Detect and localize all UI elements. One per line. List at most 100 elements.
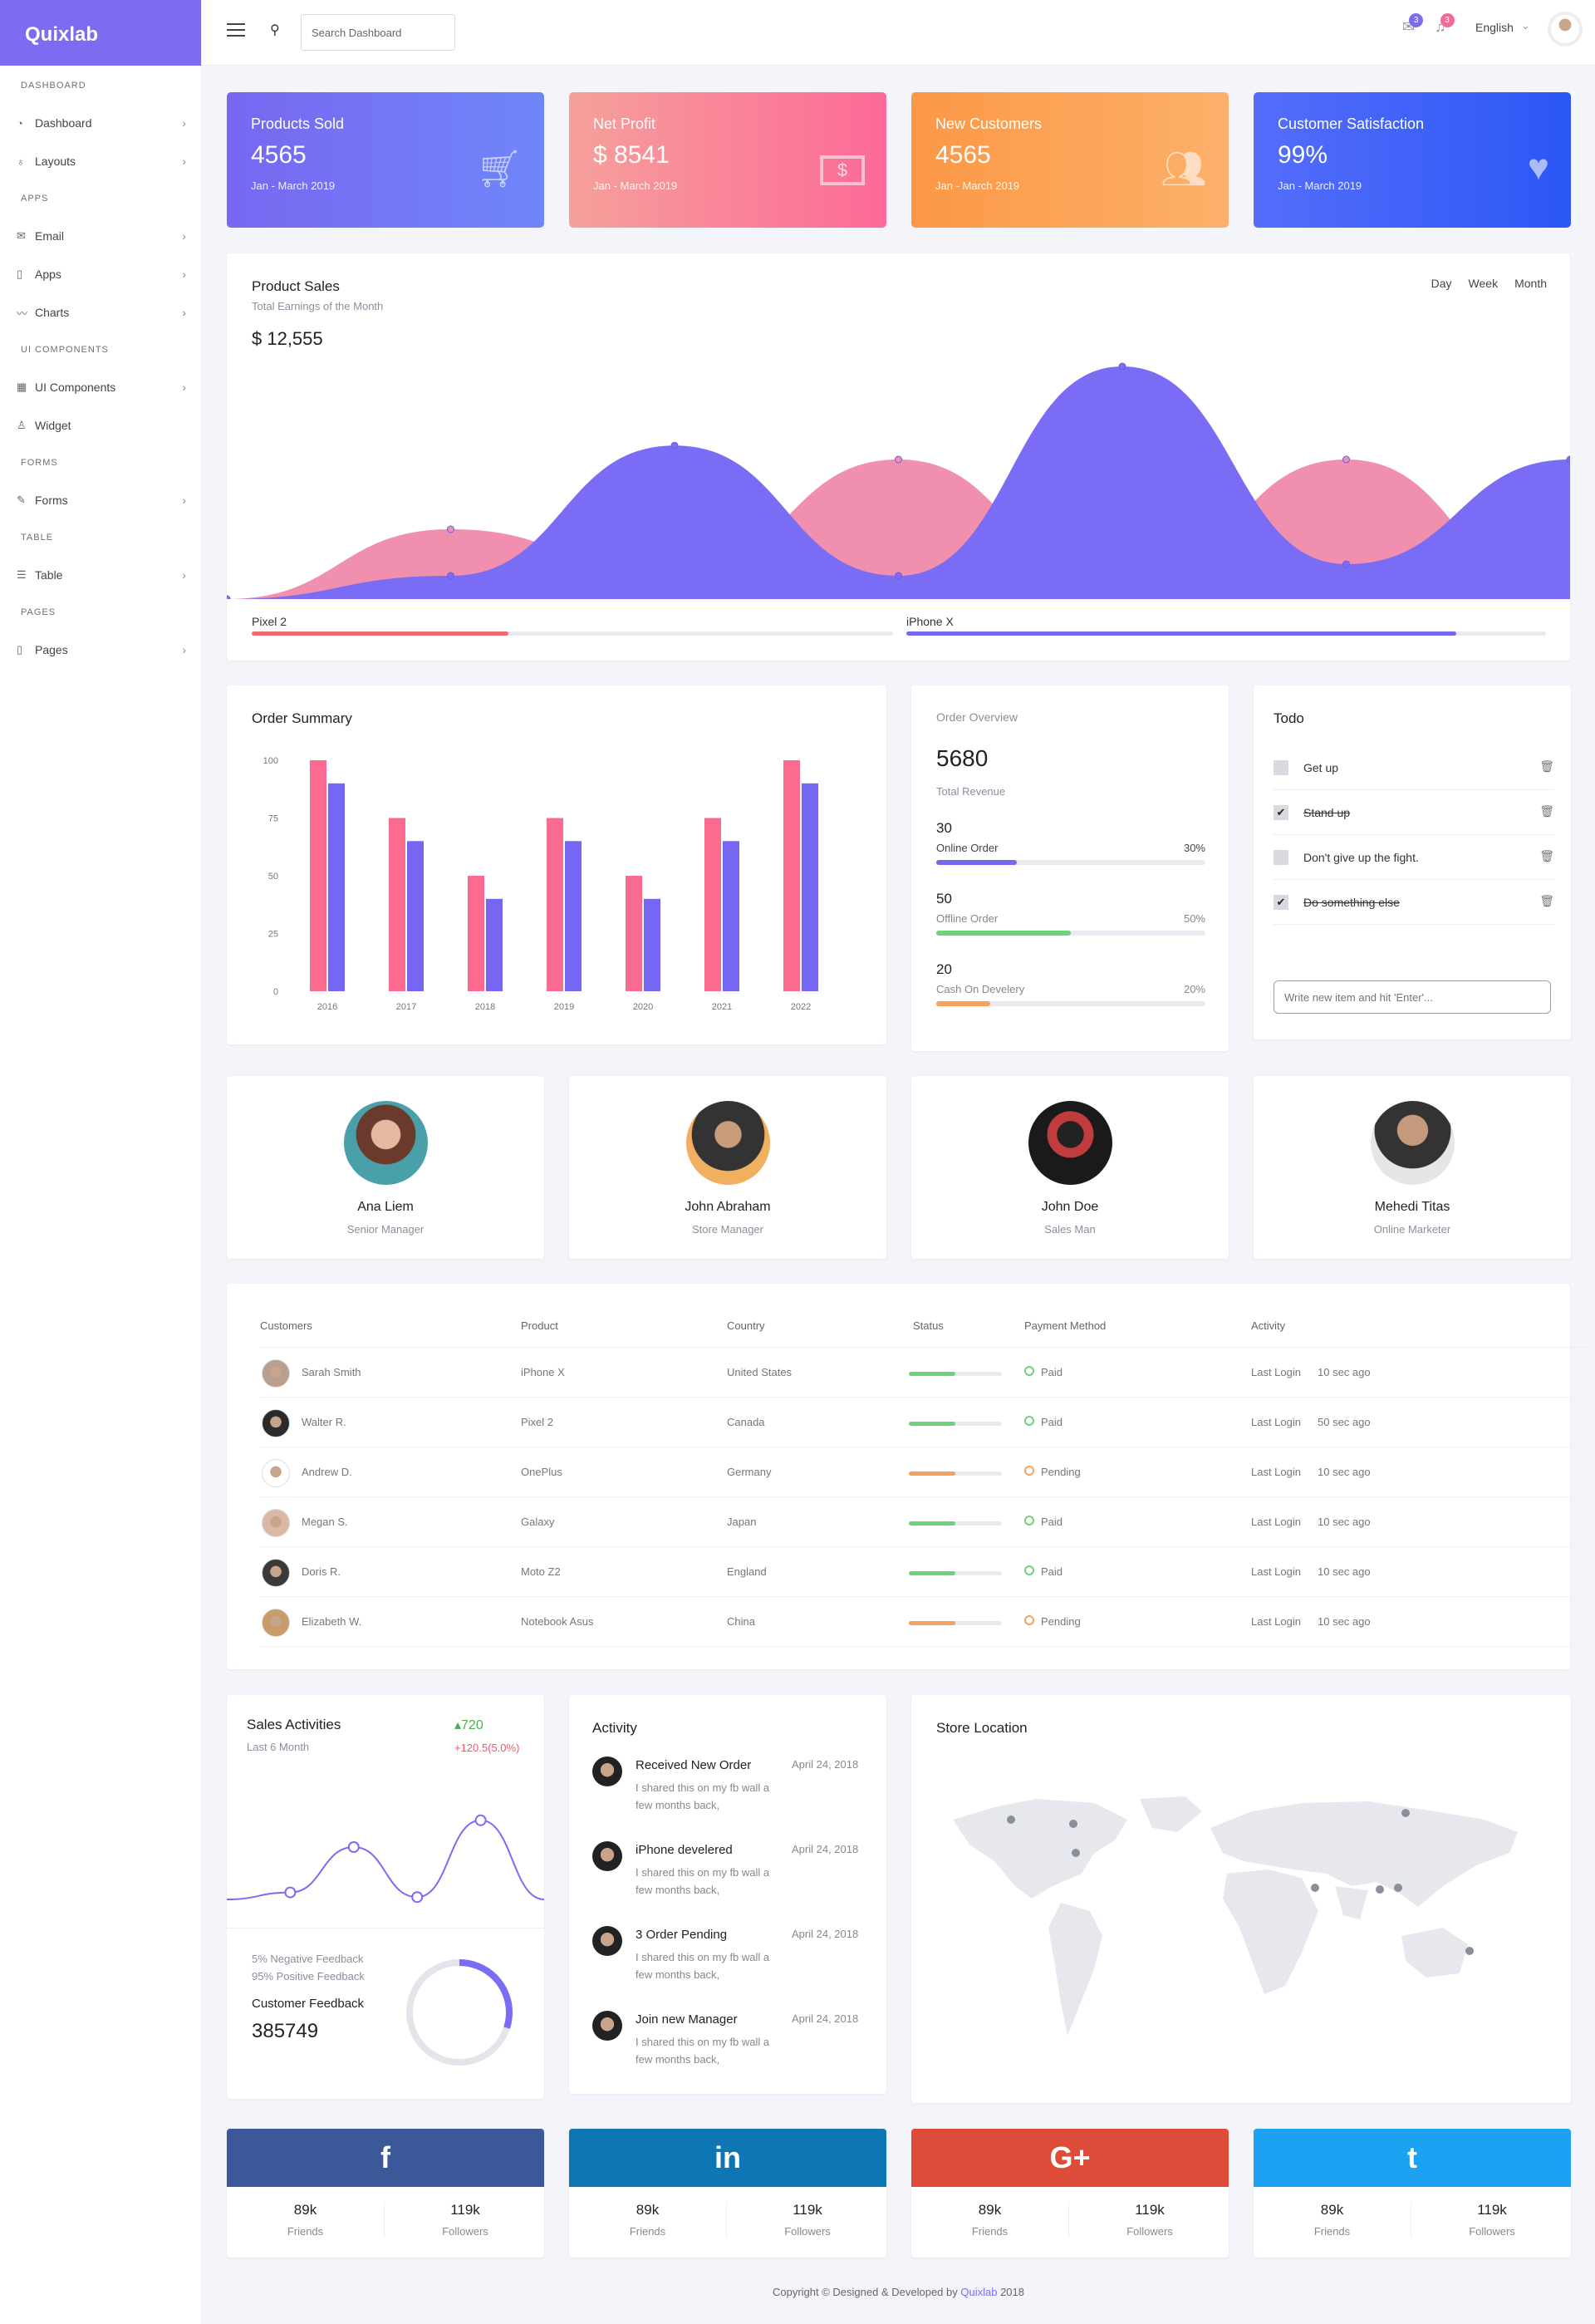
- store-marker[interactable]: [1072, 1849, 1080, 1857]
- bar[interactable]: [783, 760, 800, 991]
- store-marker[interactable]: [1401, 1809, 1410, 1817]
- area-point[interactable]: [1118, 362, 1126, 371]
- trash-icon[interactable]: 🗑︎: [1539, 894, 1554, 907]
- sidebar-item-ui-components[interactable]: ▦ UI Components ›: [0, 368, 201, 406]
- area-point[interactable]: [227, 595, 231, 599]
- table-row[interactable]: Elizabeth W. Notebook Asus China Pending Las…: [260, 1597, 1589, 1647]
- team-member-card[interactable]: John Abraham Store Manager: [569, 1076, 886, 1259]
- tab-day[interactable]: Day: [1431, 277, 1452, 290]
- main-content: Products Sold 4565 Jan - March 2019 🛒︎ N…: [202, 66, 1595, 2324]
- area-point[interactable]: [447, 572, 454, 580]
- hamburger-icon[interactable]: [227, 23, 245, 37]
- envelope-icon[interactable]: ✉ 3: [1402, 13, 1424, 36]
- todo-item[interactable]: ✔ Stand up 🗑︎: [1274, 790, 1554, 835]
- table-row[interactable]: Walter R. Pixel 2 Canada Paid Last Login 50 s…: [260, 1398, 1589, 1447]
- area-point[interactable]: [670, 441, 679, 450]
- sidebar-item-forms[interactable]: ✎ Forms ›: [0, 481, 201, 519]
- twitter-icon[interactable]: t: [1254, 2129, 1571, 2187]
- table-row[interactable]: Andrew D. OnePlus Germany Pending Last Login…: [260, 1447, 1589, 1497]
- bar[interactable]: [547, 818, 563, 992]
- bar[interactable]: [565, 841, 582, 991]
- bar[interactable]: [723, 841, 739, 991]
- feedback-label: Customer Feedback: [252, 1997, 365, 2011]
- user-avatar[interactable]: [1548, 12, 1583, 47]
- sidebar-item-dashboard[interactable]: ◔ Dashboard ›: [0, 104, 201, 142]
- search-input[interactable]: [301, 14, 455, 51]
- line-point[interactable]: [284, 1886, 297, 1899]
- store-marker[interactable]: [1394, 1884, 1402, 1892]
- checkbox-checked[interactable]: ✔: [1274, 894, 1288, 910]
- store-marker[interactable]: [1376, 1885, 1384, 1894]
- google-plus-icon[interactable]: G+: [911, 2129, 1229, 2187]
- sidebar-item-layouts[interactable]: ♁ Layouts ›: [0, 142, 201, 180]
- bar[interactable]: [802, 783, 818, 991]
- continents: [953, 1796, 1518, 2036]
- search-icon[interactable]: ⚲: [270, 23, 280, 37]
- team-member-card[interactable]: John Doe Sales Man: [911, 1076, 1229, 1259]
- activity-item[interactable]: Join new Manager April 24, 2018 I shared t…: [592, 2011, 866, 2094]
- trash-icon[interactable]: 🗑︎: [1539, 849, 1554, 862]
- chevron-down-icon[interactable]: ⌄: [1521, 19, 1530, 32]
- area-point[interactable]: [895, 455, 902, 464]
- language-selector[interactable]: English: [1475, 21, 1514, 34]
- sidebar-item-pages[interactable]: ▯ Pages ›: [0, 631, 201, 669]
- table-row[interactable]: Megan S. Galaxy Japan Paid Last Login 10 sec …: [260, 1497, 1589, 1547]
- checkbox[interactable]: [1274, 759, 1288, 775]
- todo-input[interactable]: [1274, 980, 1551, 1014]
- footer-brand-link[interactable]: Quixlab: [960, 2286, 998, 2298]
- card-title: Activity: [592, 1720, 637, 1736]
- line-point[interactable]: [411, 1891, 424, 1904]
- area-point[interactable]: [1566, 455, 1570, 464]
- bar[interactable]: [389, 818, 405, 992]
- bar[interactable]: [644, 898, 660, 991]
- bar[interactable]: [310, 760, 326, 991]
- bar[interactable]: [468, 876, 484, 991]
- col-header-country: Country: [727, 1319, 765, 1332]
- overview-count: 30: [936, 820, 952, 836]
- sidebar-item-email[interactable]: ✉ Email ›: [0, 217, 201, 255]
- store-marker[interactable]: [1311, 1884, 1319, 1892]
- area-point[interactable]: [447, 525, 454, 533]
- area-point[interactable]: [895, 572, 902, 580]
- trash-icon[interactable]: 🗑︎: [1539, 804, 1554, 818]
- line-point[interactable]: [474, 1814, 487, 1826]
- store-marker[interactable]: [1069, 1820, 1077, 1828]
- bell-icon[interactable]: ♫ 3: [1435, 13, 1455, 36]
- team-member-card[interactable]: Mehedi Titas Online Marketer: [1254, 1076, 1571, 1259]
- facebook-icon[interactable]: f: [227, 2129, 544, 2187]
- bar[interactable]: [328, 783, 345, 991]
- sidebar-item-apps[interactable]: ▯ Apps ›: [0, 255, 201, 293]
- tab-week[interactable]: Week: [1468, 277, 1499, 290]
- store-marker[interactable]: [1465, 1947, 1474, 1955]
- table-row[interactable]: Doris R. Moto Z2 England Paid Last Login 10 s…: [260, 1547, 1589, 1597]
- tab-month[interactable]: Month: [1514, 277, 1547, 290]
- todo-item[interactable]: Don't give up the fight. 🗑︎: [1274, 835, 1554, 880]
- table-row[interactable]: Sarah Smith iPhone X United States Paid Last…: [260, 1348, 1589, 1398]
- followers-label: Followers: [1469, 2225, 1515, 2238]
- activity-item[interactable]: Received New Order April 24, 2018 I shared…: [592, 1757, 866, 1840]
- bar[interactable]: [704, 818, 721, 992]
- sidebar-item-table[interactable]: ☰ Table ›: [0, 556, 201, 594]
- activity-item[interactable]: 3 Order Pending April 24, 2018 I shared th…: [592, 1926, 866, 2009]
- checkbox-checked[interactable]: ✔: [1274, 804, 1288, 820]
- line-point[interactable]: [347, 1841, 360, 1853]
- bar[interactable]: [407, 841, 424, 991]
- sidebar-item-charts[interactable]: 〰 Charts ›: [0, 293, 201, 332]
- area-point[interactable]: [1342, 455, 1350, 464]
- todo-item[interactable]: Get up 🗑︎: [1274, 745, 1554, 790]
- checkbox[interactable]: [1274, 849, 1288, 865]
- trash-icon[interactable]: 🗑︎: [1539, 759, 1554, 773]
- bar[interactable]: [486, 898, 503, 991]
- brand-logo[interactable]: Quixlab: [0, 0, 201, 66]
- linkedin-icon[interactable]: in: [569, 2129, 886, 2187]
- sidebar-item-widget[interactable]: ♙ Widget: [0, 406, 201, 445]
- cell-activity-time: 10 sec ago: [1318, 1565, 1371, 1578]
- activity-item[interactable]: iPhone develered April 24, 2018 I shared t…: [592, 1841, 866, 1924]
- bar[interactable]: [626, 876, 642, 991]
- todo-item[interactable]: ✔ Do something else 🗑︎: [1274, 880, 1554, 925]
- area-point[interactable]: [1342, 560, 1350, 568]
- y-tick-label: 100: [263, 756, 278, 766]
- sidebar-item-label: Layouts: [35, 155, 76, 168]
- store-marker[interactable]: [1007, 1815, 1015, 1824]
- team-member-card[interactable]: Ana Liem Senior Manager: [227, 1076, 544, 1259]
